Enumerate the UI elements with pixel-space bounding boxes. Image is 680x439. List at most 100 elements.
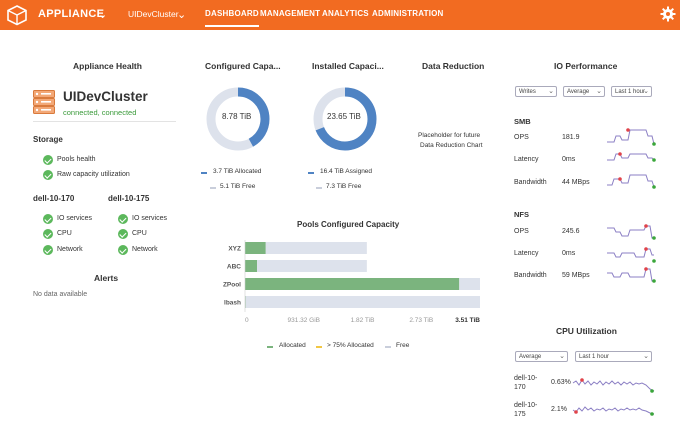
installed-capacity-total: 23.65 TiB — [327, 112, 361, 121]
installed-capacity-donut[interactable] — [312, 86, 378, 152]
nfs-ops-value: 245.6 — [562, 228, 580, 235]
storage-heading: Storage — [33, 135, 63, 144]
brand-chevron-down-icon[interactable]: ⌄ — [98, 9, 108, 21]
cpu-node-name: dell-10- — [514, 375, 538, 382]
status-check-icon — [118, 214, 128, 224]
cluster-selector[interactable]: UIDevCluster — [128, 9, 179, 19]
cpu-aggregation-select[interactable]: Average ⌄ — [515, 351, 568, 362]
nfs-bandwidth-value: 59 MBps — [562, 272, 590, 279]
legend-swatch — [316, 346, 322, 348]
pool-bar-segment[interactable] — [245, 278, 460, 290]
smb-bandwidth-sparkline — [607, 174, 656, 189]
gear-icon[interactable] — [660, 6, 676, 22]
pool-bar-segment[interactable] — [459, 278, 480, 290]
cluster-status: connected, connected — [63, 108, 137, 117]
cpu-node-value: 0.63% — [551, 379, 571, 386]
network-label: Network — [57, 246, 83, 253]
cluster-chevron-down-icon[interactable]: ⌄ — [177, 9, 187, 21]
pool-axis-tick-label: 2.73 TiB — [409, 317, 433, 324]
configured-free-legend: 5.1 TiB Free — [220, 183, 256, 190]
pools-legend-allocated: Allocated — [279, 342, 306, 349]
pool-bar-segment[interactable] — [245, 242, 266, 254]
pool-bar-segment[interactable] — [245, 296, 480, 308]
cpu-label: CPU — [57, 230, 72, 237]
status-check-icon — [118, 229, 128, 239]
io-timerange-select[interactable]: Last 1 hour ⌄ — [611, 86, 652, 97]
pools-capacity-chart: XYZ ABC ZPool lbash 0 931.32 GiB 1.82 TiB 2.73 … — [223, 240, 480, 324]
cpu-node-name: 170 — [514, 384, 526, 391]
io-metric-select[interactable]: Writes ⌄ — [515, 86, 557, 97]
cpu-node-name: 175 — [514, 411, 526, 418]
nfs-bandwidth-sparkline — [607, 267, 656, 283]
divider — [33, 121, 176, 122]
nfs-bandwidth-label: Bandwidth — [514, 272, 547, 279]
smb-ops-sparkline — [607, 128, 656, 146]
io-aggregation-select[interactable]: Average ⌄ — [563, 86, 605, 97]
legend-swatch — [267, 346, 273, 348]
node-name: dell-10-175 — [108, 194, 150, 203]
tab-administration[interactable]: ADMINISTRATION — [372, 9, 444, 18]
data-reduction-placeholder: Placeholder for future — [418, 132, 481, 139]
pools-capacity-title: Pools Configured Capacity — [297, 220, 400, 229]
pools-legend-free: Free — [396, 342, 410, 349]
status-check-icon — [43, 245, 53, 255]
smb-latency-sparkline — [607, 152, 656, 162]
cpu-node-value: 2.1% — [551, 406, 567, 413]
smb-bandwidth-value: 44 MBps — [562, 179, 590, 186]
smb-bandwidth-label: Bandwidth — [514, 179, 547, 186]
cpu-utilization-title: CPU Utilization — [556, 326, 617, 336]
pool-category-label: ZPool — [223, 282, 241, 289]
smb-heading: SMB — [514, 117, 531, 126]
data-reduction-title: Data Reduction — [422, 61, 485, 71]
pool-category-label: lbash — [224, 300, 241, 307]
tab-management[interactable]: MANAGEMENT — [260, 9, 321, 18]
pools-legend-over75: > 75% Allocated — [327, 342, 374, 349]
status-check-icon — [43, 229, 53, 239]
nfs-latency-value: 0ms — [562, 250, 576, 257]
tab-dashboard[interactable]: DASHBOARD — [205, 9, 259, 27]
status-check-icon — [43, 214, 53, 224]
smb-latency-value: 0ms — [562, 156, 576, 163]
status-check-icon — [118, 245, 128, 255]
cluster-name: UIDevCluster — [63, 89, 148, 104]
alerts-title: Alerts — [94, 273, 119, 283]
installed-capacity-title: Installed Capaci... — [312, 61, 384, 71]
configured-capacity-donut[interactable] — [205, 86, 271, 152]
io-performance-title: IO Performance — [554, 61, 618, 71]
appliance-health-title: Appliance Health — [73, 61, 142, 71]
installed-assigned-legend: 16.4 TiB Assigned — [320, 168, 373, 175]
alerts-empty-message: No data available — [33, 291, 88, 298]
pool-bar-segment[interactable] — [257, 260, 367, 272]
data-reduction-placeholder: Data Reduction Chart — [420, 142, 483, 149]
node-name: dell-10-170 — [33, 194, 75, 203]
pool-bar-segment[interactable] — [265, 242, 367, 254]
pool-bar-segment[interactable] — [245, 260, 258, 272]
tab-analytics[interactable]: ANALYTICS — [322, 9, 369, 18]
raw-capacity-label: Raw capacity utilization — [57, 171, 130, 178]
cpu-node-name: dell-10- — [514, 402, 538, 409]
pool-axis-tick-label: 3.51 TiB — [455, 317, 480, 324]
nfs-ops-sparkline — [607, 224, 656, 240]
nfs-latency-sparkline — [607, 247, 656, 263]
configured-allocated-legend: 3.7 TiB Allocated — [213, 168, 262, 175]
cpu-label: CPU — [132, 230, 147, 237]
cpu-sparkline-175 — [572, 406, 655, 416]
legend-swatch — [385, 346, 391, 348]
server-icon — [33, 90, 55, 114]
appliance-logo-icon[interactable] — [6, 4, 28, 26]
nfs-latency-label: Latency — [514, 250, 539, 257]
pool-category-label: XYZ — [228, 246, 241, 253]
legend-swatch — [308, 172, 314, 174]
nfs-heading: NFS — [514, 210, 529, 219]
status-check-icon — [43, 170, 53, 180]
io-services-label: IO services — [57, 215, 93, 222]
status-check-icon — [43, 155, 53, 165]
installed-free-legend: 7.3 TiB Free — [326, 183, 362, 190]
legend-swatch — [210, 187, 216, 189]
smb-ops-value: 181.9 — [562, 134, 580, 141]
smb-latency-label: Latency — [514, 156, 539, 163]
pool-bar-segment[interactable] — [245, 296, 246, 308]
cpu-timerange-select[interactable]: Last 1 hour ⌄ — [575, 351, 652, 362]
brand-name[interactable]: APPLIANCE — [38, 8, 105, 20]
top-navigation-bar: APPLIANCE ⌄ UIDevCluster ⌄ DASHBOARD MAN… — [0, 0, 680, 30]
